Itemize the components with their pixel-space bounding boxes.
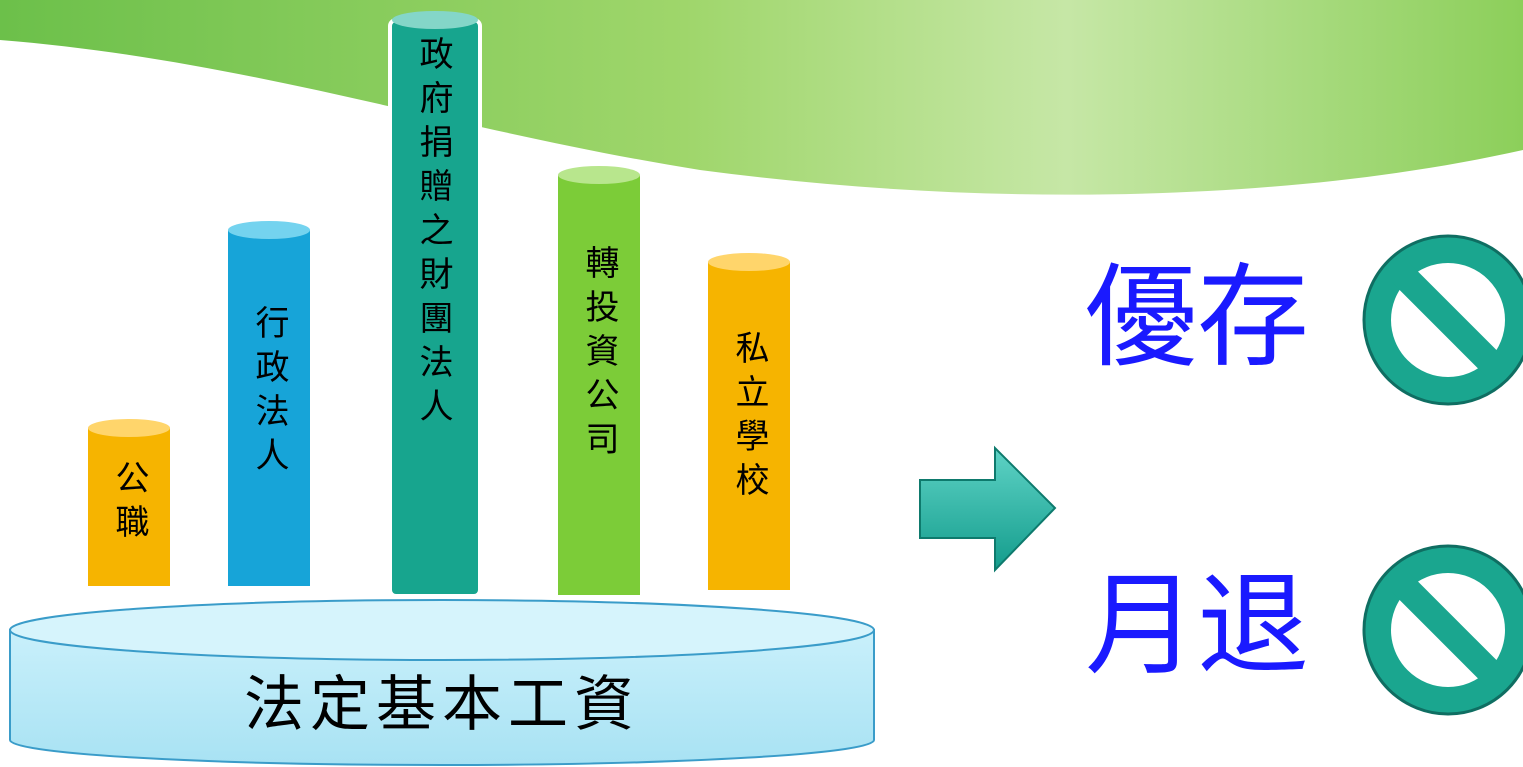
pillar-label: 公職 xyxy=(109,460,149,548)
banner xyxy=(0,0,1523,195)
pillar xyxy=(558,166,640,595)
pillar-label: 行政法人 xyxy=(249,305,289,481)
arrow xyxy=(919,445,1057,573)
pillar-label: 政府捐贈之財團法人 xyxy=(413,36,453,432)
pillar-label: 轉投資公司 xyxy=(579,245,619,465)
base-cylinder xyxy=(9,599,875,766)
result-label: 優存 xyxy=(1085,253,1309,383)
pillar-label: 私立學校 xyxy=(729,330,769,506)
no-sign xyxy=(1362,544,1523,716)
pillar xyxy=(708,253,790,590)
pillar xyxy=(228,221,310,586)
no-sign xyxy=(1362,234,1523,406)
base-label: 法定基本工資 xyxy=(244,670,640,740)
pillar xyxy=(388,11,482,598)
pillar xyxy=(88,419,170,586)
result-label: 月退 xyxy=(1085,561,1309,691)
